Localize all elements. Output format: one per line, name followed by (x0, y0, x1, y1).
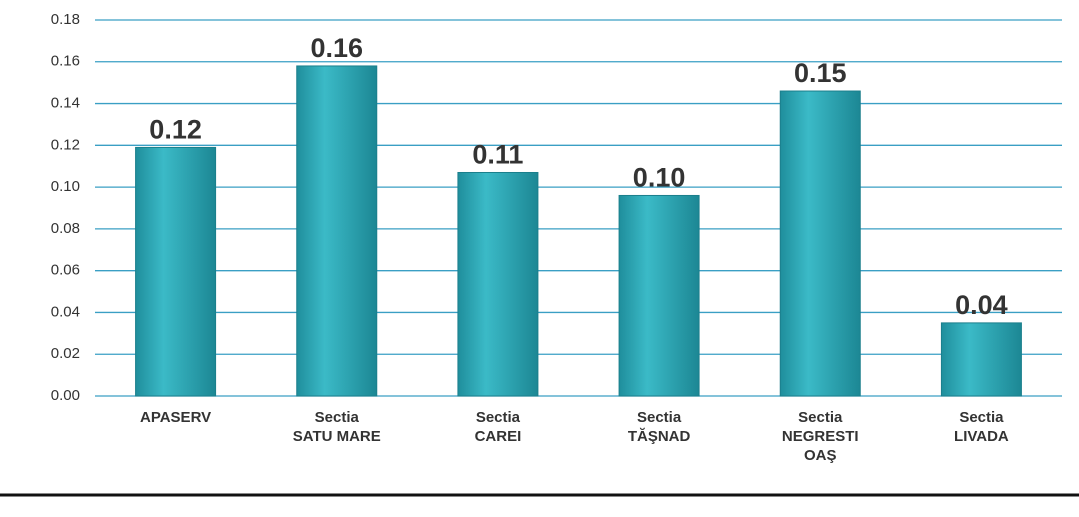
y-tick-label: 0.06 (51, 262, 80, 279)
bar (135, 146, 217, 397)
x-tick-line: Sectia (798, 409, 843, 426)
y-tick-label: 0.10 (51, 178, 80, 195)
y-tick-label: 0.02 (51, 345, 80, 362)
x-tick-label: Sectia NEGRESTI OAŞ (782, 409, 859, 464)
y-tick-label: 0.04 (51, 303, 80, 320)
value-label: 0.16 (310, 33, 363, 63)
value-label: 0.04 (955, 290, 1008, 320)
y-tick-label: 0.08 (51, 220, 80, 237)
bar (779, 90, 861, 397)
x-tick-label: Sectia TĂŞNAD (628, 409, 691, 445)
x-tick-line: LIVADA (954, 428, 1009, 445)
y-tick-label: 0.14 (51, 95, 80, 112)
x-tick-line: APASERV (140, 409, 211, 426)
y-tick-label: 0.00 (51, 387, 80, 404)
bar (618, 194, 700, 397)
y-tick-label: 0.12 (51, 136, 80, 153)
value-label: 0.10 (633, 163, 686, 193)
x-tick-line: NEGRESTI (782, 428, 859, 445)
y-tick-label: 0.16 (51, 53, 80, 70)
value-label: 0.11 (472, 140, 523, 170)
value-label: 0.12 (149, 115, 202, 145)
x-tick-line: OAŞ (804, 447, 837, 464)
x-tick-line: SATU MARE (293, 428, 381, 445)
bar (296, 65, 378, 397)
x-tick-line: CAREI (475, 428, 522, 445)
x-tick-line: Sectia (637, 409, 682, 426)
x-tick-line: TĂŞNAD (628, 428, 691, 445)
bar (457, 171, 539, 397)
x-tick-line: Sectia (476, 409, 521, 426)
x-tick-label: Sectia CAREI (475, 409, 522, 445)
x-tick-line: Sectia (959, 409, 1004, 426)
x-tick-line: Sectia (315, 409, 360, 426)
x-tick-label: Sectia SATU MARE (293, 409, 381, 445)
value-label: 0.15 (794, 58, 847, 88)
x-tick-label: APASERV (140, 409, 211, 426)
y-tick-label: 0.18 (51, 11, 80, 28)
bar (940, 322, 1022, 397)
x-tick-label: Sectia LIVADA (954, 409, 1009, 445)
